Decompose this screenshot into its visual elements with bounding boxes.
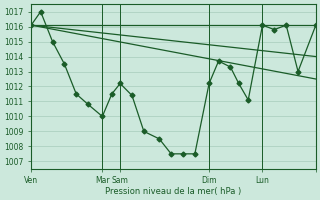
X-axis label: Pression niveau de la mer( hPa ): Pression niveau de la mer( hPa )	[105, 187, 242, 196]
